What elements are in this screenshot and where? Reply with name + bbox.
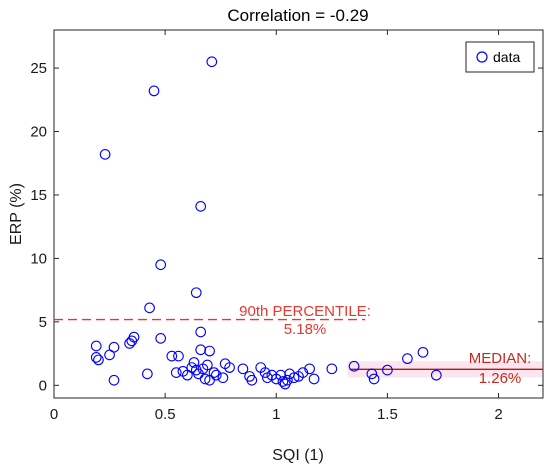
data-point xyxy=(166,350,178,362)
y-tick-label: 15 xyxy=(30,187,47,204)
median-label: MEDIAN: xyxy=(469,350,532,367)
data-point xyxy=(90,340,102,352)
x-tick-label: 1 xyxy=(272,406,280,423)
legend-entry-data: data xyxy=(493,49,520,65)
plot-area xyxy=(53,29,544,399)
x-tick-label: 0 xyxy=(50,406,58,423)
data-point xyxy=(259,367,271,378)
legend-marker xyxy=(476,51,488,63)
data-point xyxy=(402,353,413,365)
data-point xyxy=(195,326,207,338)
data-point xyxy=(190,287,202,299)
data-point xyxy=(430,369,442,381)
data-point xyxy=(204,345,215,357)
y-axis: 0 5 10 15 20 25 xyxy=(30,60,543,394)
reference-lines xyxy=(54,318,543,378)
data-point xyxy=(368,373,380,385)
data-point xyxy=(202,359,213,371)
percentile-90-value: 5.18% xyxy=(284,321,327,338)
data-point xyxy=(246,374,258,386)
data-point xyxy=(282,374,293,386)
data-point xyxy=(193,368,204,380)
data-point xyxy=(297,367,309,378)
x-axis-title: SQI (1) xyxy=(272,447,324,464)
median-value: 1.26% xyxy=(479,370,522,387)
data-point xyxy=(326,363,338,375)
x-tick-label: 1.5 xyxy=(377,406,398,423)
data-point xyxy=(99,149,111,160)
data-point xyxy=(170,367,182,378)
data-point xyxy=(155,259,167,271)
y-tick-label: 20 xyxy=(30,124,47,141)
data-point xyxy=(155,333,167,344)
x-tick-label: 2 xyxy=(494,406,502,423)
data-point xyxy=(104,349,115,361)
legend-box xyxy=(465,41,535,73)
data-point xyxy=(288,372,300,384)
y-tick-label: 5 xyxy=(39,314,47,331)
data-point xyxy=(148,85,160,97)
data-point xyxy=(210,369,222,381)
legend: data xyxy=(465,41,535,73)
data-point xyxy=(182,369,193,381)
chart-title: Correlation = -0.29 xyxy=(227,6,368,25)
data-point xyxy=(277,376,289,387)
data-point xyxy=(144,302,155,314)
data-points xyxy=(90,56,442,390)
data-point xyxy=(108,374,120,386)
data-point xyxy=(382,364,393,376)
x-axis: 0 0.5 1 1.5 2 xyxy=(50,30,503,423)
data-point xyxy=(224,362,235,373)
y-tick-label: 10 xyxy=(30,250,47,267)
data-point xyxy=(304,363,315,375)
percentile-90-label: 90th PERCENTILE: xyxy=(239,303,371,320)
annotations: 90th PERCENTILE:5.18% MEDIAN: 1.26% xyxy=(239,303,531,387)
data-point xyxy=(199,373,211,385)
data-point xyxy=(90,352,102,363)
data-point xyxy=(348,360,360,372)
data-point xyxy=(204,374,215,386)
data-point xyxy=(217,372,229,384)
x-tick-label: 0.5 xyxy=(155,406,176,423)
data-point xyxy=(417,346,429,358)
data-point xyxy=(308,373,320,385)
data-point xyxy=(206,56,218,68)
data-point xyxy=(188,357,200,368)
y-tick-label: 25 xyxy=(30,60,47,77)
data-point xyxy=(93,354,104,366)
data-point xyxy=(173,350,184,362)
data-point xyxy=(366,368,378,380)
data-point xyxy=(237,363,249,375)
data-point xyxy=(126,335,138,347)
y-tick-label: 0 xyxy=(39,377,47,394)
data-point xyxy=(195,201,207,212)
y-axis-title: ERP (%) xyxy=(8,183,25,245)
data-point xyxy=(142,368,153,380)
